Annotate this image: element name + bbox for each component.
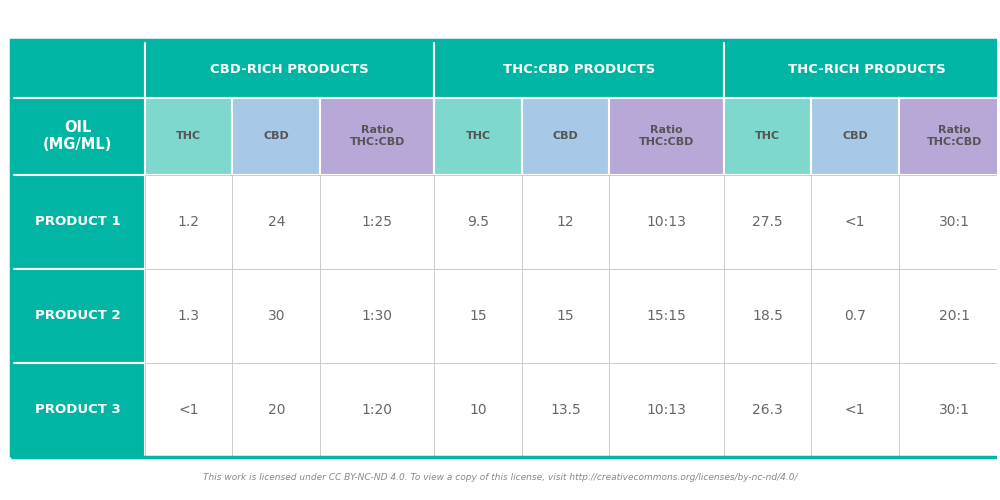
- Text: 15: 15: [557, 309, 574, 323]
- FancyBboxPatch shape: [609, 98, 724, 175]
- FancyBboxPatch shape: [724, 175, 811, 269]
- FancyBboxPatch shape: [11, 98, 145, 175]
- Text: Ratio
THC:CBD: Ratio THC:CBD: [639, 126, 694, 147]
- Text: PRODUCT 2: PRODUCT 2: [35, 310, 121, 322]
- Text: THC: THC: [466, 132, 491, 141]
- FancyBboxPatch shape: [145, 175, 232, 269]
- Text: 1.2: 1.2: [178, 215, 200, 229]
- FancyBboxPatch shape: [434, 40, 724, 98]
- FancyBboxPatch shape: [609, 269, 724, 362]
- Text: 13.5: 13.5: [550, 402, 581, 416]
- FancyBboxPatch shape: [145, 362, 232, 456]
- Text: Ratio
THC:CBD: Ratio THC:CBD: [349, 126, 405, 147]
- Text: CBD-RICH PRODUCTS: CBD-RICH PRODUCTS: [210, 62, 369, 76]
- FancyBboxPatch shape: [11, 40, 145, 98]
- FancyBboxPatch shape: [145, 269, 232, 362]
- FancyBboxPatch shape: [724, 40, 1000, 98]
- FancyBboxPatch shape: [11, 269, 145, 362]
- Text: THC-RICH PRODUCTS: THC-RICH PRODUCTS: [788, 62, 946, 76]
- Text: 30:1: 30:1: [939, 215, 970, 229]
- Text: 18.5: 18.5: [752, 309, 783, 323]
- Text: <1: <1: [845, 402, 865, 416]
- Text: THC: THC: [176, 132, 201, 141]
- Text: 10:13: 10:13: [647, 402, 687, 416]
- FancyBboxPatch shape: [899, 269, 1000, 362]
- Text: 30:1: 30:1: [939, 402, 970, 416]
- Text: 9.5: 9.5: [467, 215, 489, 229]
- FancyBboxPatch shape: [811, 175, 899, 269]
- Text: 1:20: 1:20: [362, 402, 393, 416]
- Text: THC:CBD PRODUCTS: THC:CBD PRODUCTS: [503, 62, 655, 76]
- FancyBboxPatch shape: [899, 362, 1000, 456]
- Text: CBD: CBD: [263, 132, 289, 141]
- FancyBboxPatch shape: [724, 362, 811, 456]
- FancyBboxPatch shape: [609, 175, 724, 269]
- FancyBboxPatch shape: [320, 269, 434, 362]
- FancyBboxPatch shape: [145, 40, 434, 98]
- FancyBboxPatch shape: [811, 98, 899, 175]
- Text: 1:25: 1:25: [362, 215, 393, 229]
- FancyBboxPatch shape: [811, 269, 899, 362]
- FancyBboxPatch shape: [724, 269, 811, 362]
- Text: 30: 30: [268, 309, 285, 323]
- FancyBboxPatch shape: [522, 269, 609, 362]
- Text: THC: THC: [755, 132, 780, 141]
- FancyBboxPatch shape: [609, 362, 724, 456]
- FancyBboxPatch shape: [811, 362, 899, 456]
- FancyBboxPatch shape: [320, 362, 434, 456]
- FancyBboxPatch shape: [11, 362, 145, 456]
- Text: 10:13: 10:13: [647, 215, 687, 229]
- FancyBboxPatch shape: [434, 269, 522, 362]
- FancyBboxPatch shape: [320, 98, 434, 175]
- FancyBboxPatch shape: [522, 362, 609, 456]
- FancyBboxPatch shape: [899, 175, 1000, 269]
- Text: 10: 10: [469, 402, 487, 416]
- Text: 0.7: 0.7: [844, 309, 866, 323]
- Text: <1: <1: [178, 402, 199, 416]
- Text: CBD: CBD: [553, 132, 579, 141]
- Text: PRODUCT 1: PRODUCT 1: [35, 216, 121, 228]
- Text: 27.5: 27.5: [752, 215, 783, 229]
- Text: 12: 12: [557, 215, 574, 229]
- FancyBboxPatch shape: [232, 98, 320, 175]
- FancyBboxPatch shape: [11, 175, 145, 269]
- FancyBboxPatch shape: [434, 175, 522, 269]
- Text: OIL
(MG/ML): OIL (MG/ML): [43, 120, 113, 152]
- Text: This work is licensed under CC BY-NC-ND 4.0. To view a copy of this license, vis: This work is licensed under CC BY-NC-ND …: [203, 473, 797, 482]
- FancyBboxPatch shape: [899, 98, 1000, 175]
- Text: <1: <1: [845, 215, 865, 229]
- Text: 1:30: 1:30: [362, 309, 393, 323]
- FancyBboxPatch shape: [434, 98, 522, 175]
- Text: Ratio
THC:CBD: Ratio THC:CBD: [927, 126, 982, 147]
- Text: 24: 24: [268, 215, 285, 229]
- FancyBboxPatch shape: [320, 175, 434, 269]
- FancyBboxPatch shape: [522, 98, 609, 175]
- Text: 1.3: 1.3: [178, 309, 200, 323]
- Text: PRODUCT 3: PRODUCT 3: [35, 403, 121, 416]
- Text: CBD: CBD: [842, 132, 868, 141]
- FancyBboxPatch shape: [232, 269, 320, 362]
- FancyBboxPatch shape: [522, 175, 609, 269]
- Text: 15: 15: [469, 309, 487, 323]
- FancyBboxPatch shape: [232, 362, 320, 456]
- FancyBboxPatch shape: [434, 362, 522, 456]
- Text: 20: 20: [268, 402, 285, 416]
- Text: 26.3: 26.3: [752, 402, 783, 416]
- FancyBboxPatch shape: [232, 175, 320, 269]
- Text: 20:1: 20:1: [939, 309, 970, 323]
- FancyBboxPatch shape: [724, 98, 811, 175]
- Text: 15:15: 15:15: [647, 309, 687, 323]
- FancyBboxPatch shape: [145, 98, 232, 175]
